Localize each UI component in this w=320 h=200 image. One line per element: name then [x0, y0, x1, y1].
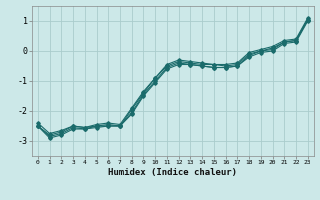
X-axis label: Humidex (Indice chaleur): Humidex (Indice chaleur): [108, 168, 237, 177]
